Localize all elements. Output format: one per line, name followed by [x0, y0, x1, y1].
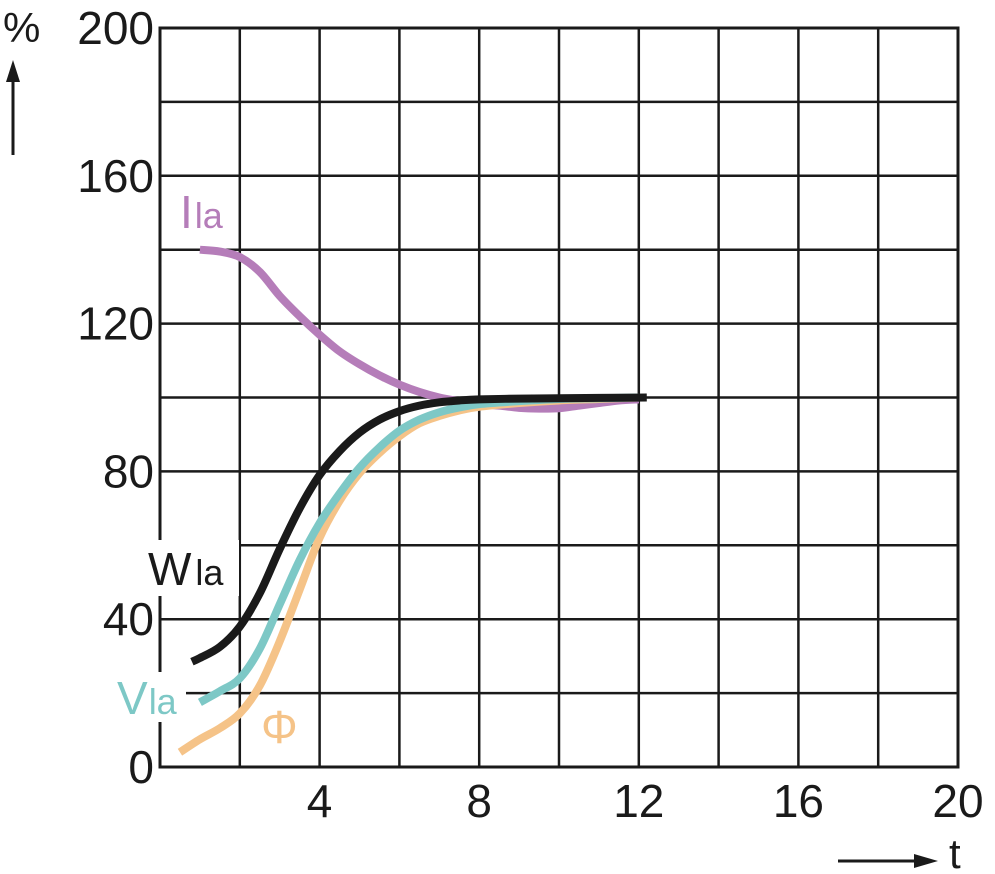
y-tick-label: 80 — [103, 445, 154, 497]
series-line-phi — [177, 393, 639, 756]
series-label-phi-main: Φ — [261, 701, 298, 753]
series-label-v-sub: la — [149, 681, 178, 722]
y-tick-label: 120 — [77, 298, 154, 350]
x-axis-arrow-icon — [838, 854, 938, 868]
series-label-phi-backdrop — [258, 700, 308, 748]
series-label-i: Ila — [180, 186, 224, 238]
series-label-v-backdrop — [114, 672, 186, 722]
series-lines — [177, 245, 647, 756]
series-label-i-sub: la — [195, 195, 224, 236]
series-label-i-main: I — [180, 186, 193, 238]
series-label-phi: Φ — [261, 701, 298, 753]
x-tick-label: 12 — [613, 775, 664, 827]
x-tick-label: 16 — [773, 775, 824, 827]
y-tick-label: 0 — [128, 741, 154, 793]
series-label-w-main: W — [148, 543, 192, 595]
x-axis-label: t — [949, 830, 961, 874]
grid — [160, 28, 958, 767]
y-tick-label: 200 — [77, 2, 154, 54]
y-axis-label: % — [3, 4, 40, 51]
y-tick-label: 160 — [77, 150, 154, 202]
tick-labels: 0 40 80 120 160 200 4 8 12 16 20 — [77, 2, 983, 827]
x-tick-label: 8 — [466, 775, 492, 827]
series-line-w — [190, 393, 647, 666]
plot-frame — [158, 26, 960, 769]
series-label-v: Vla — [117, 672, 178, 724]
y-tick-label: 40 — [103, 593, 154, 645]
series-line-v — [197, 393, 639, 706]
series-label-v-main: V — [117, 672, 148, 724]
x-tick-label: 20 — [932, 775, 983, 827]
x-tick-label: 4 — [307, 775, 333, 827]
series-line-i — [199, 245, 640, 413]
plot-border — [158, 26, 960, 769]
series-label-w-backdrop — [145, 540, 239, 596]
series-label-w-sub: la — [195, 552, 224, 593]
y-axis-arrow-icon — [6, 60, 20, 155]
